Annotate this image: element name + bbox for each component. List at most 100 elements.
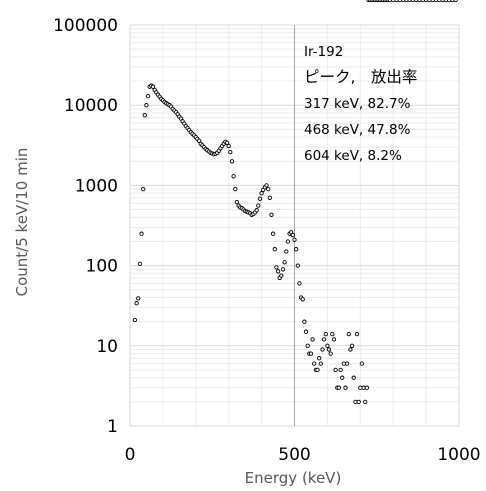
- data-point: [423, 0, 429, 3]
- data-points: [132, 0, 458, 405]
- data-point: [231, 174, 236, 179]
- data-point: [407, 0, 412, 3]
- data-point: [259, 191, 264, 196]
- data-point: [272, 247, 277, 252]
- data-point: [257, 196, 263, 201]
- data-point: [356, 399, 361, 405]
- data-point: [270, 231, 276, 236]
- data-point: [349, 343, 355, 348]
- data-point: [391, 0, 396, 3]
- data-point: [300, 297, 305, 302]
- data-point: [414, 0, 419, 3]
- data-point: [229, 159, 235, 164]
- data-point: [348, 347, 353, 352]
- y-tick-label: 100000: [53, 16, 118, 36]
- data-point: [325, 343, 330, 348]
- data-point: [328, 351, 333, 356]
- x-tick-label: 0: [125, 445, 136, 465]
- data-point: [233, 186, 238, 192]
- data-point: [363, 399, 368, 405]
- data-point: [318, 361, 323, 366]
- data-point: [310, 337, 315, 342]
- data-point: [330, 331, 335, 337]
- y-tick-label: 1: [107, 417, 118, 437]
- data-point: [290, 232, 296, 238]
- data-point: [397, 0, 402, 3]
- annotation-isotope: Ir-192: [304, 44, 343, 60]
- y-tick-label: 10000: [64, 96, 118, 116]
- data-point: [333, 367, 338, 373]
- data-point: [267, 195, 272, 200]
- data-point: [417, 0, 422, 3]
- annotation-header: ピーク, 放出率: [304, 68, 417, 86]
- data-point: [427, 0, 432, 3]
- data-point: [136, 296, 141, 301]
- data-point: [254, 208, 259, 213]
- data-point: [340, 375, 345, 380]
- data-point: [279, 273, 284, 278]
- data-point: [308, 351, 314, 356]
- data-point: [453, 0, 458, 3]
- data-point: [284, 249, 289, 254]
- data-point: [150, 84, 156, 89]
- data-point: [354, 331, 360, 337]
- data-point: [440, 0, 445, 3]
- annotation-peak-317: 317 keV, 82.7%: [304, 96, 411, 112]
- data-point: [132, 317, 138, 323]
- x-tick-label: 500: [278, 445, 310, 465]
- data-point: [274, 265, 279, 270]
- data-point: [297, 281, 302, 286]
- data-point: [226, 143, 231, 149]
- data-point: [336, 385, 342, 390]
- data-point: [315, 367, 320, 373]
- y-axis-tick-labels: 1 10 100 1000 10000 100000: [53, 16, 118, 437]
- data-point: [141, 186, 146, 192]
- data-point: [331, 337, 337, 342]
- data-point: [293, 247, 299, 252]
- data-point: [430, 0, 435, 3]
- data-point: [364, 385, 370, 390]
- data-point: [234, 199, 240, 205]
- data-point: [326, 347, 332, 352]
- data-point: [224, 140, 230, 145]
- data-point: [321, 337, 327, 342]
- data-point: [275, 269, 281, 274]
- data-point: [404, 0, 409, 3]
- data-point: [256, 203, 261, 208]
- data-point: [420, 0, 425, 3]
- y-tick-label: 10: [96, 337, 118, 357]
- data-point: [323, 331, 328, 337]
- data-point: [312, 361, 317, 366]
- x-axis-title: Energy (keV): [245, 469, 342, 487]
- data-point: [437, 0, 442, 3]
- y-tick-label: 100: [86, 257, 118, 277]
- data-point: [410, 0, 416, 3]
- annotation-peak-604: 604 keV, 8.2%: [304, 148, 402, 164]
- data-point: [295, 263, 300, 268]
- data-point: [144, 103, 149, 108]
- data-point: [317, 356, 322, 361]
- annotation-box: Ir-192 ピーク, 放出率 317 keV, 82.7% 468 keV, …: [304, 44, 417, 164]
- data-point: [320, 347, 325, 352]
- y-tick-label: 1000: [75, 176, 118, 196]
- data-point: [338, 367, 343, 373]
- data-point: [269, 212, 274, 217]
- data-point: [433, 0, 439, 3]
- data-point: [280, 267, 286, 272]
- data-point: [142, 113, 147, 118]
- data-point: [394, 0, 399, 3]
- data-point: [387, 0, 393, 3]
- data-point: [145, 93, 151, 99]
- data-point: [446, 0, 452, 3]
- data-point: [351, 375, 356, 380]
- data-point: [302, 319, 307, 324]
- data-point: [292, 237, 297, 242]
- data-point: [443, 0, 448, 3]
- annotation-peak-468: 468 keV, 47.8%: [304, 122, 411, 138]
- data-point: [344, 361, 350, 366]
- data-point: [305, 343, 310, 348]
- data-point: [359, 361, 365, 366]
- data-point: [228, 149, 233, 155]
